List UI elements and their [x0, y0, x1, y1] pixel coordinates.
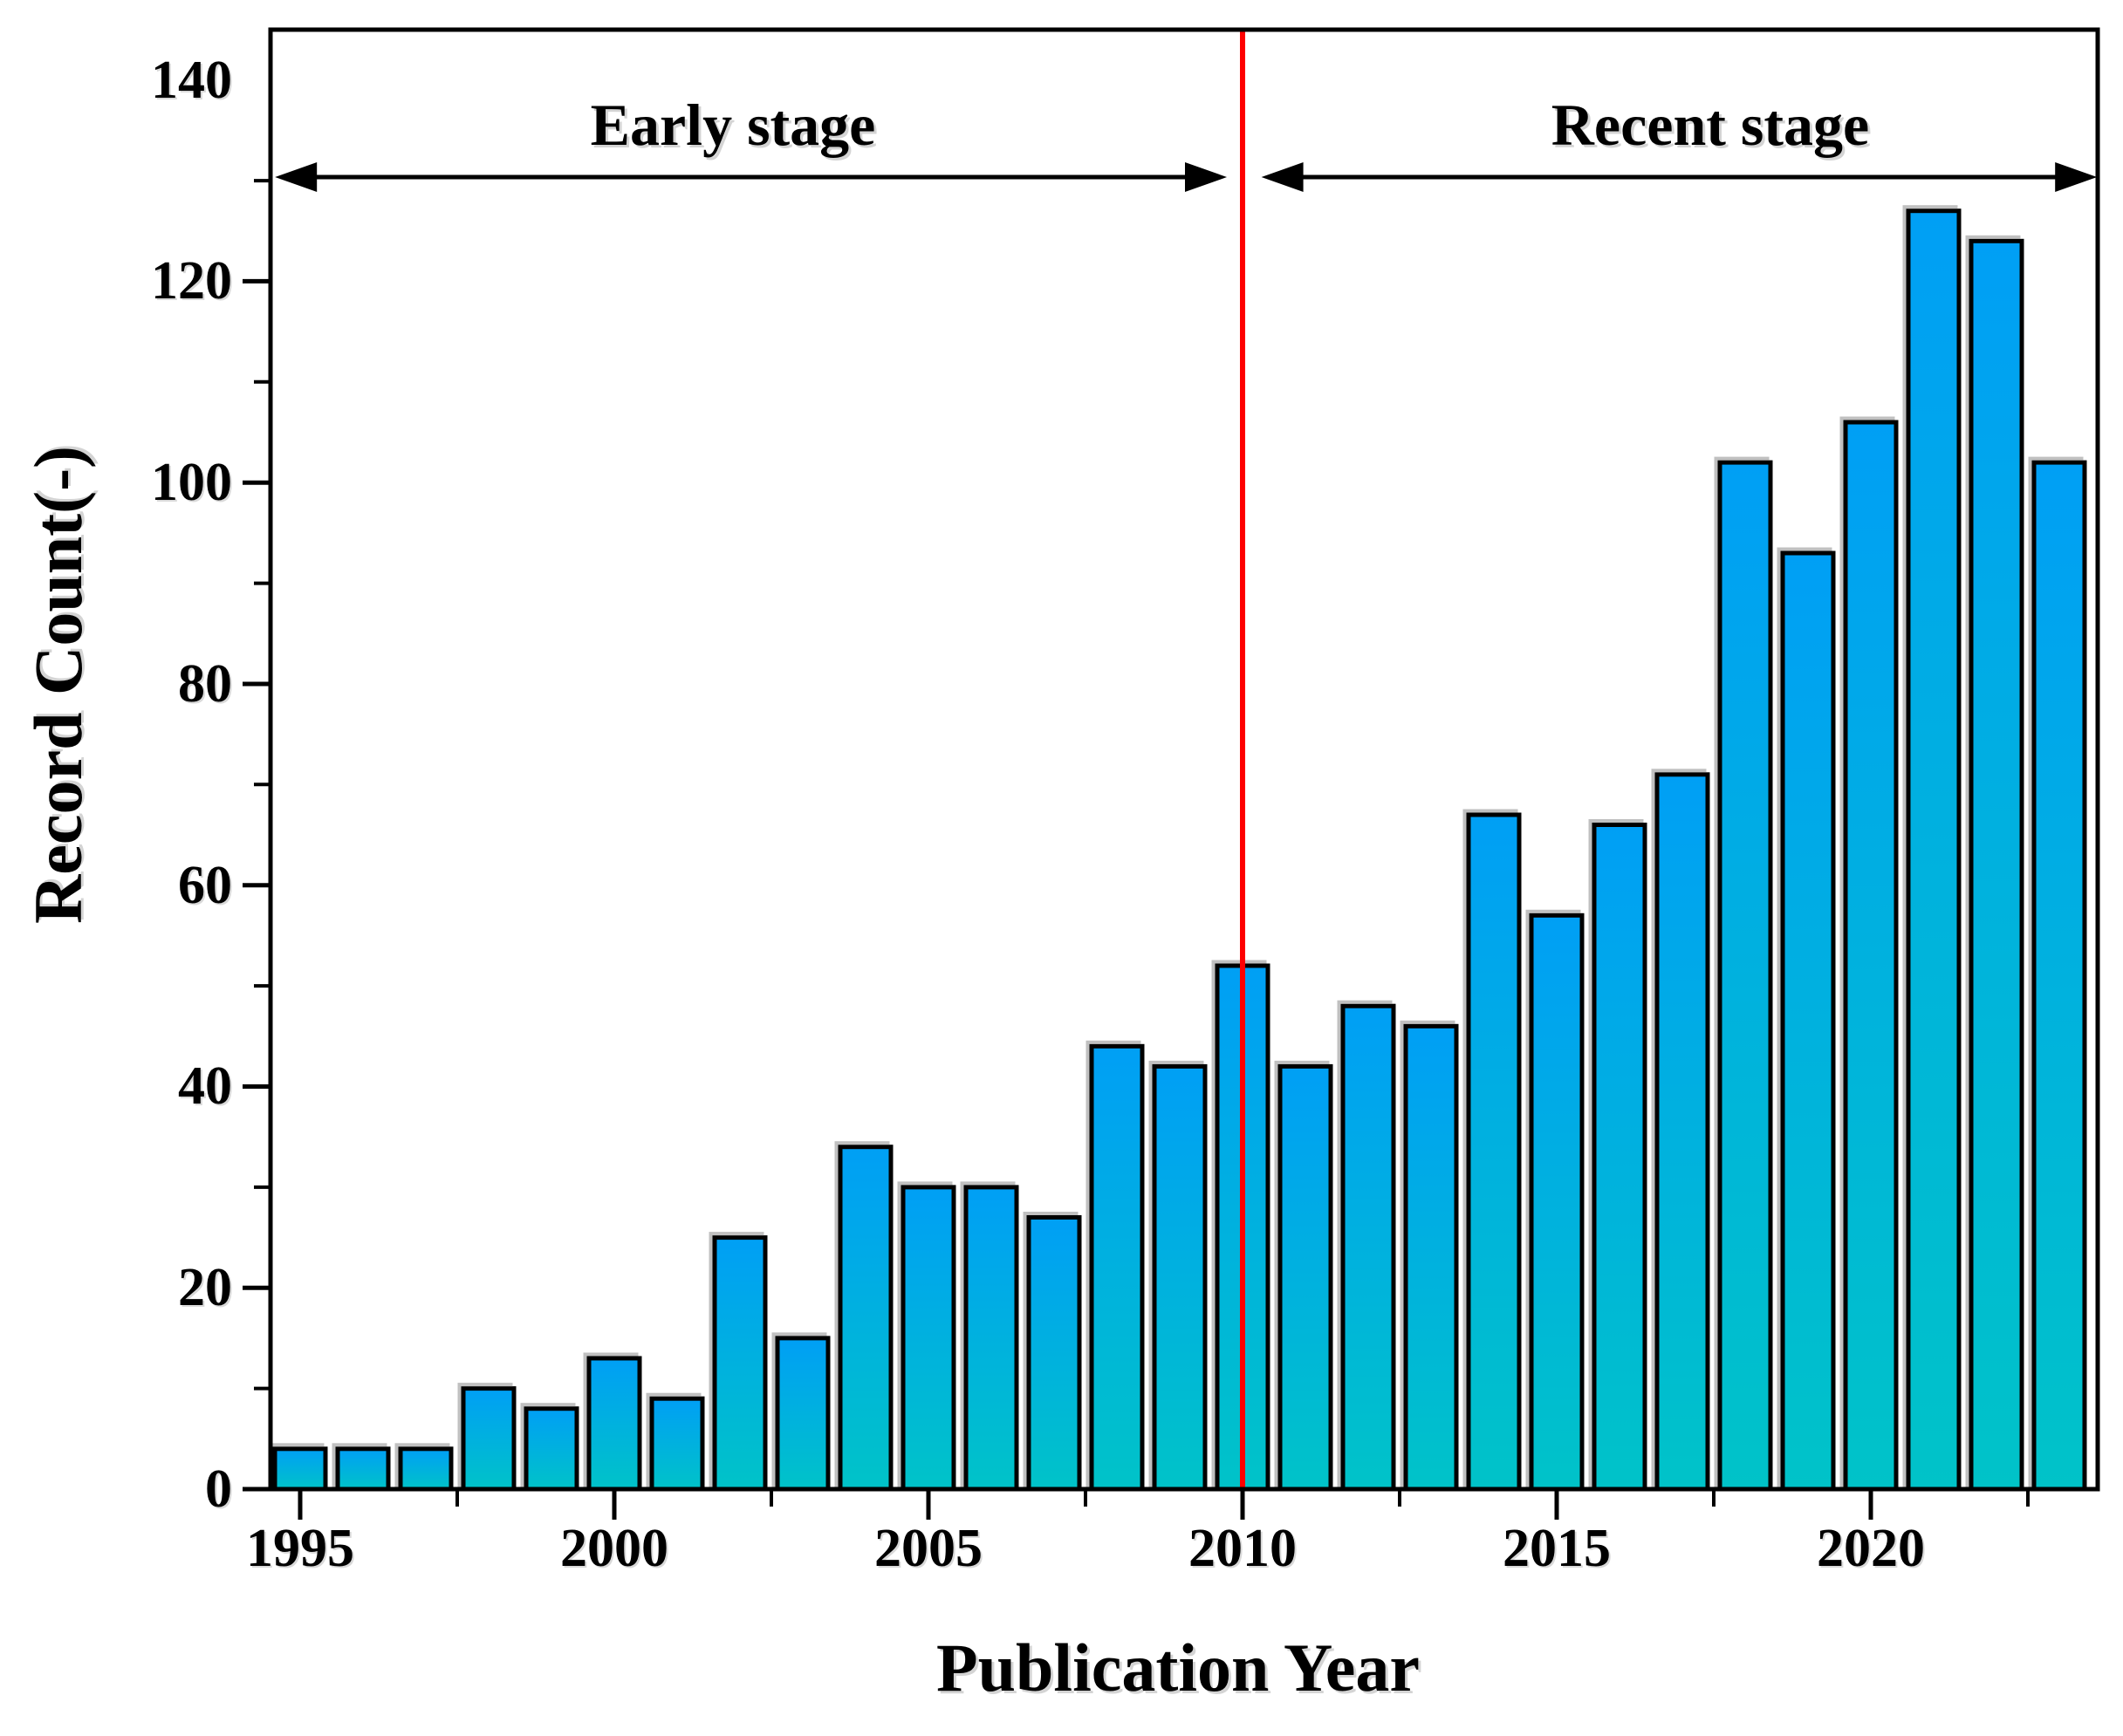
bar-2020 [1843, 420, 1899, 1492]
y-tick-label-40: 40 [178, 1056, 232, 1117]
bar-2016 [1592, 823, 1647, 1492]
bar-2012 [1340, 1003, 1396, 1492]
x-axis-ticks [298, 1489, 2030, 1520]
y-tick-label-140: 140 [151, 50, 232, 110]
x-tick-label-2010: 2010 [1188, 1519, 1297, 1578]
bar-2023 [2031, 460, 2087, 1492]
bar-2021 [1906, 208, 1962, 1492]
y-tick-label-20: 20 [178, 1258, 232, 1318]
x-tick-label-1995: 1995 [246, 1519, 354, 1578]
bar-2005 [901, 1185, 956, 1492]
bar-2009 [1152, 1063, 1208, 1492]
bar-1996 [335, 1446, 391, 1492]
bar-2007 [1026, 1215, 1082, 1492]
bar-2008 [1089, 1043, 1145, 1492]
bar-1995 [272, 1446, 328, 1492]
recent-stage-label: Recent stage [1551, 92, 1870, 158]
y-tick-label-80: 80 [178, 653, 232, 714]
recent-stage-arrow [1261, 162, 2098, 192]
x-tick-label-2005: 2005 [874, 1519, 983, 1578]
bar-1997 [398, 1446, 454, 1492]
bar-2022 [1969, 238, 2024, 1492]
y-axis-ticks [243, 179, 271, 1492]
bar-2017 [1654, 772, 1710, 1492]
x-tick-label-2015: 2015 [1503, 1519, 1611, 1578]
y-tick-label-0: 0 [205, 1459, 232, 1519]
bars-group [272, 208, 2087, 1492]
y-tick-label-120: 120 [151, 251, 232, 311]
bar-2011 [1277, 1063, 1333, 1492]
bar-2013 [1403, 1023, 1459, 1492]
bar-2015 [1529, 912, 1585, 1492]
early-stage-arrow [275, 162, 1227, 192]
bar-1999 [524, 1406, 579, 1492]
plot-frame [268, 27, 2100, 1492]
y-tick-label-60: 60 [178, 855, 232, 915]
bar-2014 [1466, 812, 1522, 1492]
bar-2000 [586, 1356, 642, 1492]
x-tick-label-2000: 2000 [560, 1519, 668, 1578]
bar-2006 [963, 1185, 1019, 1492]
early-stage-label: Early stage [590, 92, 876, 158]
x-tick-label-2020: 2020 [1817, 1519, 1925, 1578]
bar-2001 [649, 1396, 705, 1492]
bar-2019 [1780, 550, 1836, 1492]
bar-2002 [712, 1235, 768, 1492]
bar-1998 [461, 1386, 517, 1492]
bar-2018 [1717, 460, 1773, 1492]
bar-2004 [838, 1145, 894, 1492]
x-axis-title: Publication Year [936, 1630, 1420, 1705]
y-tick-label-100: 100 [151, 453, 232, 513]
bar-2003 [775, 1336, 831, 1492]
